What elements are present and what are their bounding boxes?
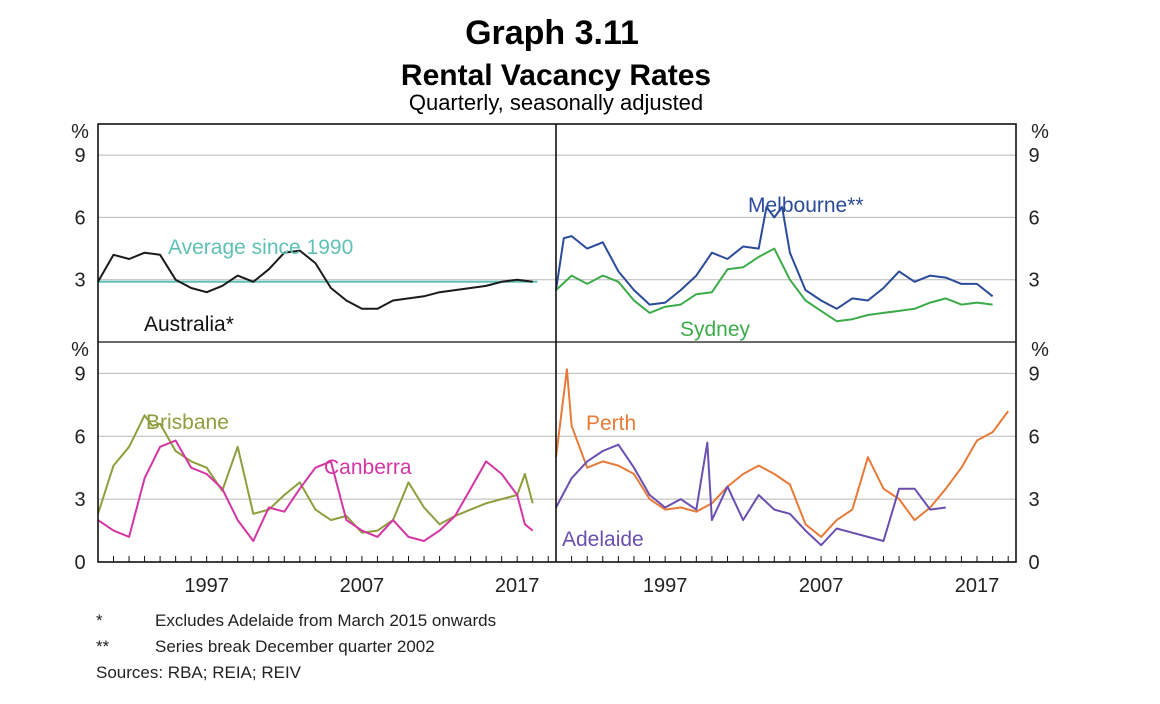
y-tick-left-bottom-1: 3 [74,489,85,511]
series-line-australia [97,249,533,310]
label-layer: Average since 1990 Australia* Melbourne** S… [144,194,864,551]
series-label-perth: Perth [586,412,636,435]
y-tick-right-top-2: 6 [1028,207,1039,229]
chart-title: Graph 3.11 [465,14,639,52]
series-label-australia: Australia* [144,313,234,336]
series-label-brisbane: Brisbane [146,411,229,434]
tick-layer: % % 3 3 6 6 9 9% % 0 0 3 3 6 6 9 9 1997 2007 2017 1997 2007 20… [71,121,1049,597]
chart-subtitle: Rental Vacancy Rates [401,59,711,92]
y-tick-right-bottom-2: 6 [1028,426,1039,448]
y-tick-right-top-3: 9 [1028,145,1039,167]
series-line-brisbane [97,414,534,534]
x-tick-bottom-right-1: 2007 [799,575,844,597]
chart-note: Quarterly, seasonally adjusted [409,90,703,115]
y-tick-left-top-3: 9 [74,145,85,167]
y-tick-left-top-2: 6 [74,207,85,229]
plot-frame [97,123,1017,563]
footnote-1-marker: * [96,611,103,630]
y-tick-right-top-1: 3 [1028,270,1039,292]
y-tick-left-bottom-0: 0 [74,552,85,574]
x-tick-bottom-right-0: 1997 [643,575,688,597]
y-unit-left-top: % [71,121,89,143]
y-unit-right-bottom: % [1031,339,1049,361]
y-tick-right-bottom-3: 9 [1028,363,1039,385]
y-tick-left-top-1: 3 [74,270,85,292]
y-tick-left-bottom-2: 6 [74,426,85,448]
x-tick-bottom-left-2: 2017 [495,575,540,597]
y-tick-right-bottom-0: 0 [1028,552,1039,574]
series-label-adelaide: Adelaide [562,528,644,551]
grid-layer [98,154,1016,500]
series-line-adelaide [555,441,946,547]
series-layer [97,206,1010,547]
series-line-canberra [97,439,534,542]
sources: Sources: RBA; REIA; REIV [96,663,302,682]
series-label-melbourne: Melbourne** [748,194,864,217]
reference-line-label: Average since 1990 [168,236,353,259]
series-label-canberra: Canberra [324,456,412,479]
footnote-2-marker: ** [96,637,110,656]
series-line-sydney [555,247,993,323]
footnote-2-text: Series break December quarter 2002 [155,637,435,656]
x-tick-bottom-left-1: 2007 [340,575,385,597]
y-tick-left-bottom-3: 9 [74,363,85,385]
y-tick-right-bottom-1: 3 [1028,489,1039,511]
x-tick-bottom-right-2: 2017 [955,575,1000,597]
series-line-melbourne [555,206,994,310]
footnote-1-text: Excludes Adelaide from March 2015 onward… [155,611,496,630]
series-label-sydney: Sydney [680,318,751,341]
x-tick-bottom-left-0: 1997 [184,575,229,597]
series-line-perth [555,368,1010,538]
y-unit-right-top: % [1031,121,1049,143]
y-unit-left-bottom: % [71,339,89,361]
frame-layer [97,123,1017,563]
